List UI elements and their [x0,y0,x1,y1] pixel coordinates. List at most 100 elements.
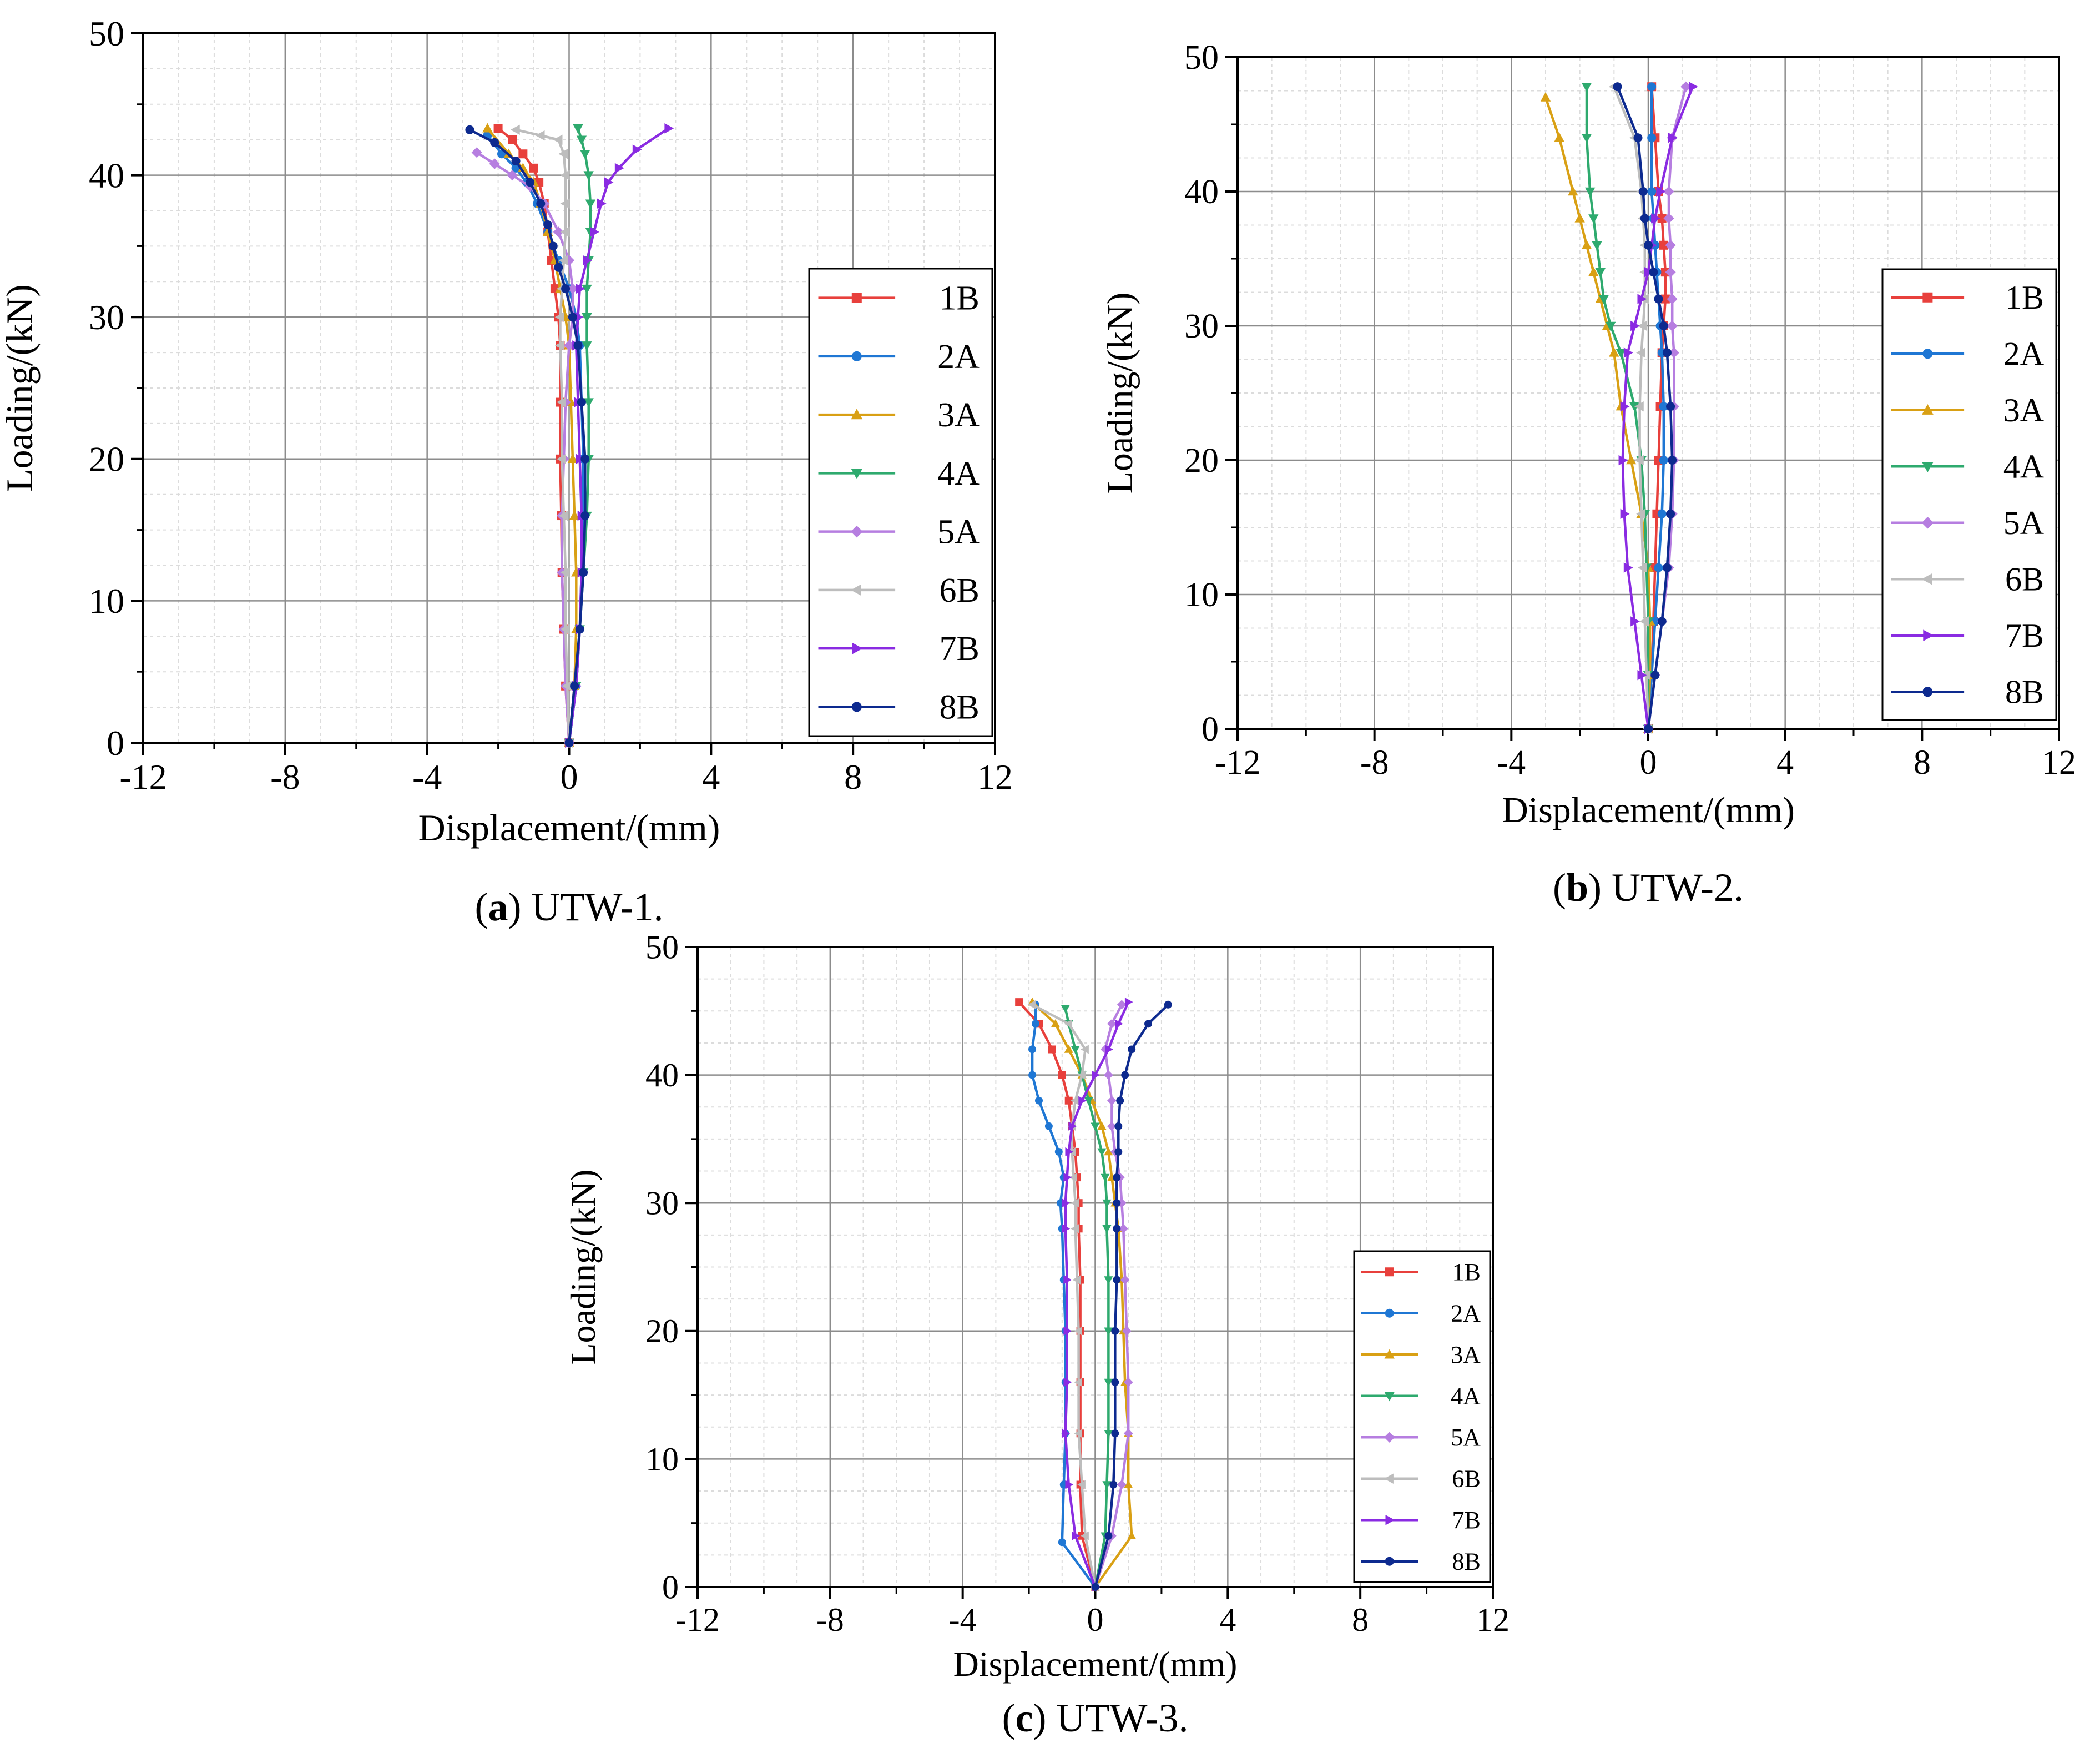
data-point-1B [1015,998,1023,1006]
series-6B [1608,82,1653,734]
x-tick-label: 4 [1776,744,1794,782]
legend-marker-1B [1922,292,1933,303]
data-point-4A [1616,349,1626,358]
legend-label-7B: 7B [2005,617,2044,654]
data-point-3A [1051,1019,1060,1027]
data-point-4A [580,150,590,159]
data-point-8B [536,199,546,208]
data-point-3A [1581,240,1592,249]
data-point-8B [1657,617,1667,626]
data-point-8B [1111,1378,1119,1387]
data-point-8B [554,263,563,272]
data-point-8B [570,681,579,691]
series-line-8B [1616,86,1674,729]
legend-label-1B: 1B [1452,1258,1480,1286]
data-point-8B [1113,1225,1121,1233]
data-point-8B [548,241,558,251]
data-point-5A [1103,1070,1113,1080]
data-point-5A [1107,1121,1117,1131]
legend-marker-5A [1384,1432,1395,1443]
legend-marker-2A [851,351,862,361]
data-point-7B [590,226,599,238]
data-point-4A [1605,321,1616,331]
x-tick-label: 0 [561,757,578,797]
data-point-3A [1588,266,1599,276]
legend-label-4A: 4A [1451,1383,1481,1410]
data-point-8B [1644,724,1653,733]
data-point-7B [1124,998,1133,1007]
data-point-7B [1068,1121,1077,1131]
data-point-8B [1164,1000,1172,1009]
data-point-1B [1660,294,1670,304]
data-point-5A [1107,1019,1117,1029]
x-tick-label: -4 [1497,744,1526,782]
data-point-3A [1064,1045,1073,1053]
legend-marker-7B [852,642,863,654]
series-7B [1062,998,1133,1592]
legend-box [1353,1250,1491,1583]
x-tick-label: -8 [270,757,300,797]
data-point-7B [1651,213,1660,224]
data-point-4A [583,171,594,181]
data-point-8B [580,511,590,521]
series-8B [1613,82,1677,733]
data-point-2A [1647,133,1657,143]
data-point-7B [574,312,584,323]
data-point-8B [1111,1327,1119,1335]
data-point-6B [1634,455,1644,466]
data-point-4A [1595,268,1606,278]
x-tick-label: 4 [702,757,720,797]
data-point-8B [575,624,584,634]
x-tick-label: 12 [2042,744,2076,782]
legend-marker-6B [1921,573,1932,585]
x-axis-title: Displacement/(mm) [1502,790,1795,830]
x-axis-title: Displacement/(mm) [418,807,720,849]
data-point-5A [1663,213,1674,224]
data-point-6B [535,130,545,141]
legend-marker-2A [1922,349,1933,359]
data-point-4A [576,135,587,145]
series-line-4A [1585,87,1650,729]
y-tick-label: 0 [1202,711,1219,748]
legend-label-6B: 6B [940,572,980,610]
data-point-3A [1574,213,1585,223]
data-point-7B [576,283,585,294]
data-point-4A [583,398,594,408]
chart-panel-b: -12 -8 -4 0 4 8 12 0 10 20 30 40 50 Displacement/(mm)… [1100,39,2076,910]
legend-marker-3A [1384,1349,1395,1359]
legend-label-8B: 8B [2005,674,2044,711]
legend-marker-8B [1385,1557,1394,1566]
y-axis-title: Loading/(kN) [1100,293,1140,494]
data-point-8B [1666,509,1675,518]
data-point-8B [1662,563,1672,572]
data-point-2A [1654,563,1663,572]
series-line-8B [469,128,587,743]
legend-marker-5A [851,525,863,538]
data-point-7B [1630,616,1640,627]
data-point-4A [1104,1276,1113,1285]
data-point-2A [1659,402,1668,411]
legend-label-5A: 5A [937,513,980,551]
panel-caption: (c) UTW-3. [1002,1696,1189,1740]
y-tick-label: 0 [107,723,124,763]
legend-label-7B: 7B [940,630,980,668]
x-tick-label: 0 [1087,1601,1104,1638]
caption-paren-open: ( [475,885,488,929]
y-tick-label: 40 [89,155,124,195]
data-point-8B [1111,1429,1119,1438]
series-line-6B [1613,86,1650,729]
tick-group: -12 -8 -4 0 4 8 12 0 10 20 30 40 50 [89,14,1013,797]
data-point-5A [1122,1326,1132,1336]
data-point-5A [507,170,518,181]
data-point-8B [465,125,474,134]
legend-marker-6B [1384,1473,1394,1484]
data-point-2A [1647,187,1657,196]
data-point-5A [1117,1000,1127,1010]
y-tick-label: 30 [89,298,124,337]
data-point-5A [553,226,564,238]
data-point-5A [1117,1480,1127,1489]
x-tick-label: -8 [1360,744,1389,782]
data-point-7B [1078,1096,1087,1105]
legend-label-8B: 8B [1452,1548,1480,1575]
